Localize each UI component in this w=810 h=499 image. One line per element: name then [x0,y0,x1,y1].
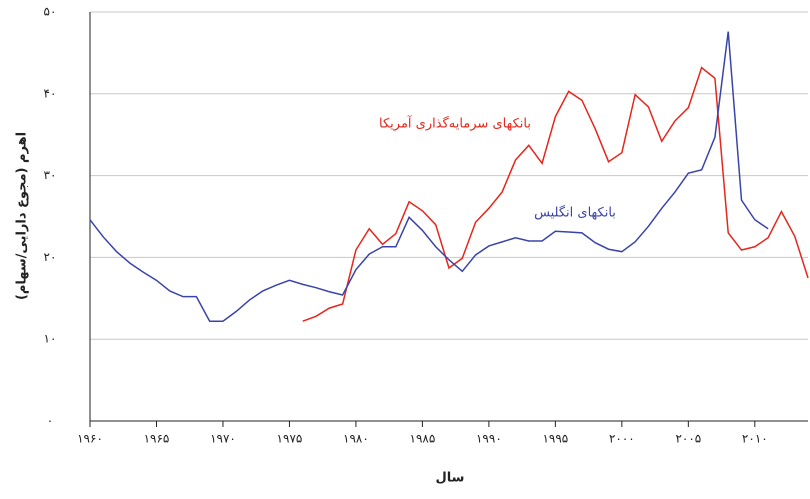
x-tick-label: ۱۹۸۵ [410,432,436,446]
x-tick-label: ۱۹۹۵ [542,432,568,446]
x-tick-label: ۱۹۷۰ [210,432,236,446]
x-tick-label: ۲۰۰۵ [675,432,701,446]
x-tick-label: ۲۰۱۰ [742,432,768,446]
x-tick-label: ۱۹۸۰ [343,432,369,446]
series-label: بانکهای سرمایه‌گذاری آمریکا [379,115,531,132]
y-tick-label: ۳۰ [44,168,57,182]
y-tick-label: ۰ [47,414,53,428]
x-tick-label: ۱۹۶۰ [77,432,103,446]
y-tick-label: ۱۰ [44,332,57,346]
y-tick-label: ۲۰ [44,250,57,264]
y-tick-label: ۴۰ [44,86,57,100]
series-line [302,66,809,322]
x-tick-label: ۱۹۷۵ [277,432,303,446]
y-tick-label: ۵۰ [44,5,57,19]
x-tick-label: ۲۰۰۰ [609,432,635,446]
series-line [89,31,769,322]
x-tick-label: ۱۹۹۰ [476,432,502,446]
x-tick-label: ۱۹۶۵ [144,432,170,446]
series-label: بانکهای انگلیس [534,205,616,221]
y-axis-label: اهرم (مجوع دارایی/سهام) [15,132,30,300]
x-axis-label: سال [436,471,465,486]
